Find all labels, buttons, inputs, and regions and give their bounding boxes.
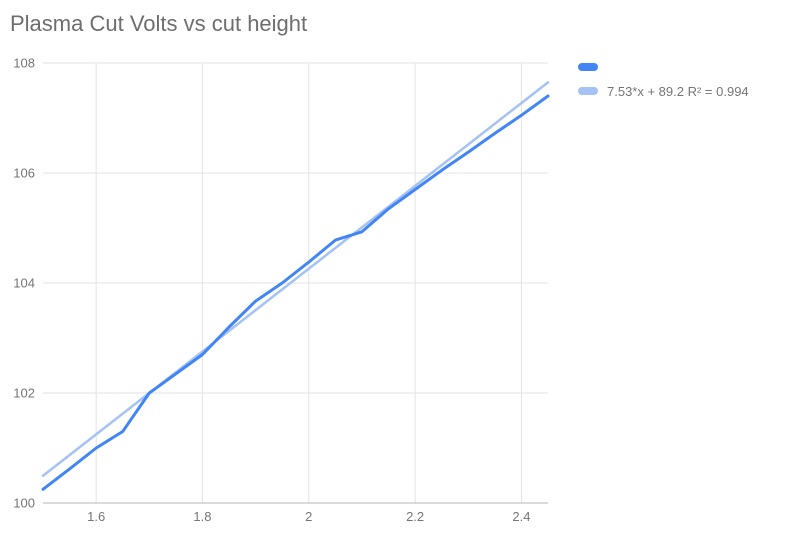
x-tick-label: 2 bbox=[305, 509, 312, 524]
trendline-swatch bbox=[578, 87, 598, 95]
y-tick-label: 106 bbox=[13, 166, 35, 181]
chart-title: Plasma Cut Volts vs cut height bbox=[10, 11, 308, 36]
y-tick-label: 100 bbox=[13, 496, 35, 511]
series-line bbox=[41, 94, 550, 491]
legend: 7.53*x + 89.2 R² = 0.994 bbox=[578, 59, 749, 107]
legend-item-series bbox=[578, 59, 749, 75]
x-tick-label: 2.2 bbox=[406, 509, 424, 524]
series-swatch bbox=[578, 63, 598, 71]
trendline-legend-label: 7.53*x + 89.2 R² = 0.994 bbox=[607, 83, 749, 99]
x-tick-label: 1.8 bbox=[193, 509, 211, 524]
x-tick-label: 2.4 bbox=[512, 509, 530, 524]
trendline bbox=[41, 81, 550, 478]
y-tick-label: 102 bbox=[13, 386, 35, 401]
x-tick-label: 1.6 bbox=[87, 509, 105, 524]
y-tick-label: 104 bbox=[13, 276, 35, 291]
legend-item-trendline: 7.53*x + 89.2 R² = 0.994 bbox=[578, 83, 749, 99]
y-tick-label: 108 bbox=[13, 56, 35, 71]
